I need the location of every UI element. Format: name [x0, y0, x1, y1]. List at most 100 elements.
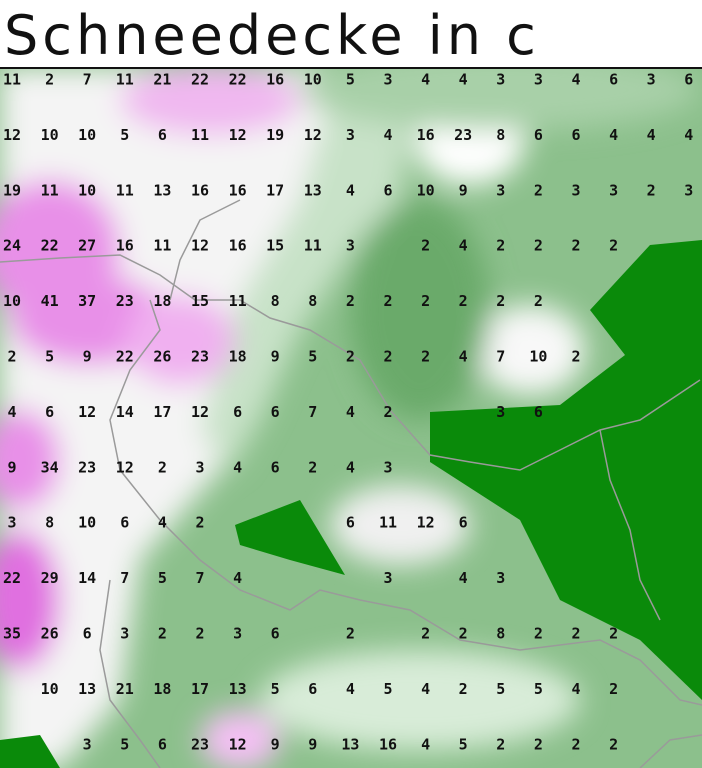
snow-depth: 13	[78, 680, 96, 698]
snow-depth: 7	[496, 348, 505, 366]
snow-depth: 12	[191, 237, 209, 255]
snow-depth: 4	[421, 735, 430, 753]
snow-depth: 2	[609, 680, 618, 698]
snow-depth: 15	[266, 237, 284, 255]
snow-depth: 4	[421, 71, 430, 89]
snow-depth: 22	[229, 71, 247, 89]
snow-depth: 3	[684, 181, 693, 199]
snow-depth: 2	[195, 514, 204, 532]
snow-depth: 3	[346, 126, 355, 144]
snow-depth: 5	[383, 680, 392, 698]
snow-depth: 18	[229, 348, 247, 366]
snow-depth: 17	[153, 403, 171, 421]
snow-depth: 16	[116, 237, 134, 255]
snow-depth: 2	[158, 625, 167, 643]
snow-depth: 19	[3, 181, 21, 199]
snow-depth: 23	[116, 292, 134, 310]
snow-depth: 3	[233, 625, 242, 643]
snow-depth: 4	[346, 181, 355, 199]
snow-depth: 29	[41, 569, 59, 587]
snow-depth: 6	[609, 71, 618, 89]
snow-depth: 5	[346, 71, 355, 89]
snow-depth: 11	[116, 71, 134, 89]
snow-depth: 2	[459, 292, 468, 310]
snow-depth: 3	[120, 625, 129, 643]
snow-depth: 5	[120, 735, 129, 753]
snow-depth: 2	[421, 237, 430, 255]
snow-depth: 34	[41, 458, 59, 476]
snow-depth: 2	[421, 625, 430, 643]
snow-depth: 4	[684, 126, 693, 144]
snow-depth: 2	[534, 181, 543, 199]
snow-depth: 23	[191, 735, 209, 753]
snow-depth: 2	[158, 458, 167, 476]
snow-depth: 16	[229, 237, 247, 255]
snow-depth: 2	[571, 735, 580, 753]
snow-depth: 2	[421, 348, 430, 366]
snow-depth: 8	[45, 514, 54, 532]
snow-depth: 2	[7, 348, 16, 366]
snow-depth: 2	[383, 292, 392, 310]
snow-depth: 12	[229, 735, 247, 753]
snow-depth: 6	[271, 625, 280, 643]
snow-depth: 10	[3, 292, 21, 310]
snow-depth: 11	[191, 126, 209, 144]
snow-depth: 3	[496, 71, 505, 89]
snow-depth: 11	[153, 237, 171, 255]
snow-depth: 8	[271, 292, 280, 310]
snow-depth: 5	[158, 569, 167, 587]
snow-depth: 16	[417, 126, 435, 144]
snow-depth: 26	[153, 348, 171, 366]
snow-depth: 8	[496, 126, 505, 144]
snow-depth: 10	[78, 126, 96, 144]
snow-depth: 4	[233, 458, 242, 476]
snow-depth: 4	[571, 680, 580, 698]
snow-depth: 4	[421, 680, 430, 698]
snow-depth: 11	[229, 292, 247, 310]
snow-depth: 2	[647, 181, 656, 199]
snow-depth: 7	[195, 569, 204, 587]
snow-depth: 12	[116, 458, 134, 476]
snow-depth: 3	[346, 237, 355, 255]
snow-depth: 2	[496, 292, 505, 310]
map-title: Schneedecke in c	[4, 4, 540, 67]
snow-depth: 4	[346, 458, 355, 476]
snow-depth: 6	[684, 71, 693, 89]
snow-depth: 6	[158, 126, 167, 144]
snow-depth: 26	[41, 625, 59, 643]
snow-depth: 3	[647, 71, 656, 89]
snow-depth: 6	[45, 403, 54, 421]
snow-depth: 4	[647, 126, 656, 144]
snow-depth: 35	[3, 625, 21, 643]
snow-depth: 4	[346, 403, 355, 421]
snow-depth: 4	[233, 569, 242, 587]
snow-depth: 14	[78, 569, 96, 587]
snow-depth: 5	[45, 348, 54, 366]
snow-depth: 10	[78, 181, 96, 199]
snow-depth: 2	[534, 735, 543, 753]
snow-depth: 11	[304, 237, 322, 255]
snow-depth: 2	[459, 625, 468, 643]
snow-depth: 3	[534, 71, 543, 89]
snow-depth: 10	[304, 71, 322, 89]
snow-depth: 3	[7, 514, 16, 532]
snow-depth: 22	[116, 348, 134, 366]
snow-depth: 2	[534, 292, 543, 310]
snow-depth: 16	[191, 181, 209, 199]
snow-depth: 2	[609, 735, 618, 753]
snow-depth: 13	[229, 680, 247, 698]
snow-depth: 11	[3, 71, 21, 89]
snow-depth: 6	[346, 514, 355, 532]
snow-depth: 21	[153, 71, 171, 89]
snow-depth: 2	[496, 735, 505, 753]
snow-depth: 10	[78, 514, 96, 532]
snow-depth: 10	[417, 181, 435, 199]
snow-depth: 16	[266, 71, 284, 89]
snow-depth: 5	[496, 680, 505, 698]
snow-depth: 3	[609, 181, 618, 199]
snow-depth: 9	[308, 735, 317, 753]
snow-depth: 22	[191, 71, 209, 89]
snow-depth: 6	[534, 126, 543, 144]
snow-depth: 13	[304, 181, 322, 199]
